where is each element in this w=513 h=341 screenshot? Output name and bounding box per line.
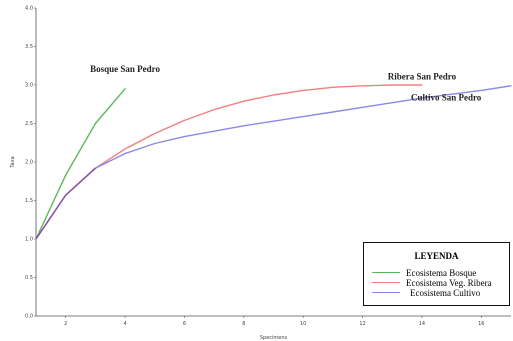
y-tick-label: 0.5 (25, 275, 33, 281)
legend-swatch-cultivo (372, 292, 400, 293)
y-axis-title: Taxa (10, 156, 16, 168)
series-line-1 (35, 88, 126, 240)
x-tick-label: 12 (359, 321, 365, 327)
annotations-group: Bosque San Pedro Ribera San Pedro Cultivo … (90, 64, 482, 102)
series-line-3 (35, 85, 512, 240)
x-tick-label: 8 (242, 321, 245, 327)
legend-label-bosque: Ecosistema Bosque (406, 268, 477, 278)
y-tick-label: 1.0 (25, 237, 33, 243)
annotation-label: Bosque San Pedro (90, 64, 160, 74)
x-tick-label: 4 (123, 321, 126, 327)
x-tick-label: 16 (478, 321, 484, 327)
series-group (35, 84, 512, 240)
y-tick-label: 4.0 (25, 6, 33, 12)
series-line-2 (35, 84, 423, 240)
axes: 0.0 0.5 1.0 1.5 2.0 2.5 3.0 3.5 4.0 2 4 6 8 10 12 14 16 S… (10, 6, 511, 341)
legend-item-bosque: Ecosistema Bosque (372, 268, 508, 278)
x-axis-title: Specimens (260, 335, 288, 341)
x-tick-label: 6 (183, 321, 186, 327)
legend-item-cultivo: Ecosistema Cultivo (372, 288, 508, 298)
y-tick-label: 3.0 (25, 83, 33, 89)
series-overlap-line (35, 167, 96, 240)
legend-title: LEYENDA (414, 251, 459, 261)
y-tick-label: 2.0 (25, 160, 33, 166)
legend-label-cultivo: Ecosistema Cultivo (410, 288, 481, 298)
legend-item-ribera: Ecosistema Veg. Ribera (372, 278, 508, 288)
y-tick-label: 0.0 (25, 314, 33, 320)
annotation-label: Cultivo San Pedro (411, 92, 482, 102)
annotation-label: Ribera San Pedro (388, 72, 457, 82)
x-tick-label: 10 (300, 321, 306, 327)
x-tick-label: 2 (64, 321, 67, 327)
legend-swatch-bosque (372, 272, 400, 273)
legend-swatch-ribera (372, 282, 400, 283)
y-tick-label: 3.5 (25, 44, 33, 50)
legend-label-ribera: Ecosistema Veg. Ribera (406, 278, 492, 288)
y-tick-label: 2.5 (25, 121, 33, 127)
x-tick-label: 14 (419, 321, 425, 327)
legend: LEYENDA Ecosistema Bosque Ecosistema Veg… (363, 242, 510, 306)
y-tick-label: 1.5 (25, 198, 33, 204)
